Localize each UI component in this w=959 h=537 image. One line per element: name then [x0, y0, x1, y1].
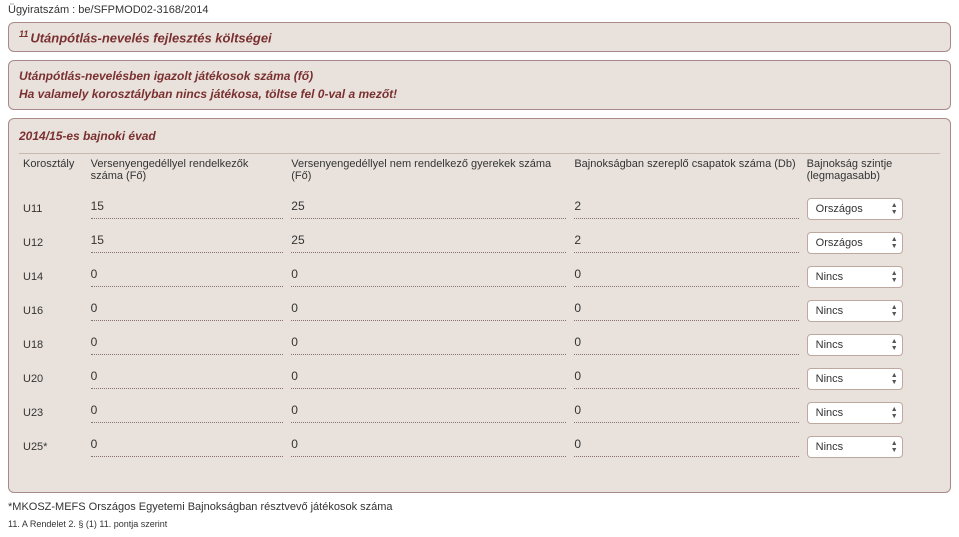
- level-select-value: Nincs: [816, 339, 844, 351]
- licensed-input[interactable]: 15: [91, 199, 284, 219]
- level-select[interactable]: Nincs ▲▼: [807, 436, 903, 458]
- unlicensed-input[interactable]: 0: [291, 369, 566, 389]
- level-select[interactable]: Nincs ▲▼: [807, 300, 903, 322]
- unlicensed-input[interactable]: 0: [291, 267, 566, 287]
- age-label: U25*: [19, 430, 87, 464]
- level-select-value: Nincs: [816, 271, 844, 283]
- level-select-value: Országos: [816, 203, 863, 215]
- chevron-up-down-icon: ▲▼: [891, 372, 898, 386]
- age-group-table: Korosztály Versenyengedéllyel rendelkező…: [19, 153, 940, 464]
- chevron-up-down-icon: ▲▼: [891, 406, 898, 420]
- licensed-input[interactable]: 15: [91, 233, 284, 253]
- unlicensed-input[interactable]: 0: [291, 301, 566, 321]
- col-age: Korosztály: [19, 154, 87, 193]
- unlicensed-input[interactable]: 25: [291, 233, 566, 253]
- chevron-up-down-icon: ▲▼: [891, 202, 898, 216]
- licensed-input[interactable]: 0: [91, 369, 284, 389]
- teams-input[interactable]: 0: [574, 267, 798, 287]
- footnote-2: 11. A Rendelet 2. § (1) 11. pontja szeri…: [8, 519, 951, 529]
- level-select-value: Nincs: [816, 373, 844, 385]
- level-select-value: Nincs: [816, 407, 844, 419]
- table-row: U23000Nincs▲▼: [19, 396, 940, 430]
- season-title: 2014/15-es bajnoki évad: [19, 129, 940, 143]
- level-select-value: Nincs: [816, 441, 844, 453]
- doc-number: Ügyiratszám : be/SFPMOD02-3168/2014: [8, 4, 951, 16]
- chevron-up-down-icon: ▲▼: [891, 236, 898, 250]
- licensed-input[interactable]: 0: [91, 403, 284, 423]
- main-box: 2014/15-es bajnoki évad Korosztály Verse…: [8, 118, 951, 493]
- info-box: Utánpótlás-nevelésben igazolt játékosok …: [8, 60, 951, 110]
- level-select-value: Országos: [816, 237, 863, 249]
- chevron-up-down-icon: ▲▼: [891, 440, 898, 454]
- teams-input[interactable]: 2: [574, 199, 798, 219]
- age-label: U16: [19, 294, 87, 328]
- table-row: U16000Nincs▲▼: [19, 294, 940, 328]
- table-row: U18000Nincs▲▼: [19, 328, 940, 362]
- chevron-up-down-icon: ▲▼: [891, 270, 898, 284]
- level-select[interactable]: Országos ▲▼: [807, 198, 903, 220]
- col-unlicensed: Versenyengedéllyel nem rendelkező gyerek…: [287, 154, 570, 193]
- chevron-up-down-icon: ▲▼: [891, 338, 898, 352]
- col-teams: Bajnokságban szereplő csapatok száma (Db…: [570, 154, 802, 193]
- unlicensed-input[interactable]: 0: [291, 403, 566, 423]
- table-row: U20000Nincs▲▼: [19, 362, 940, 396]
- level-select-value: Nincs: [816, 305, 844, 317]
- teams-input[interactable]: 0: [574, 369, 798, 389]
- section-title-box: 11Utánpótlás-nevelés fejlesztés költsége…: [8, 22, 951, 52]
- col-level: Bajnokság szintje (legmagasabb): [803, 154, 940, 193]
- level-select[interactable]: Nincs ▲▼: [807, 266, 903, 288]
- level-select[interactable]: Országos ▲▼: [807, 232, 903, 254]
- age-label: U12: [19, 226, 87, 260]
- licensed-input[interactable]: 0: [91, 335, 284, 355]
- age-label: U23: [19, 396, 87, 430]
- licensed-input[interactable]: 0: [91, 267, 284, 287]
- teams-input[interactable]: 0: [574, 437, 798, 457]
- unlicensed-input[interactable]: 0: [291, 437, 566, 457]
- chevron-up-down-icon: ▲▼: [891, 304, 898, 318]
- table-row: U1215 25 2 Országos ▲▼: [19, 226, 940, 260]
- teams-input[interactable]: 0: [574, 403, 798, 423]
- table-row: U1115 25 2 Országos ▲▼: [19, 192, 940, 226]
- unlicensed-input[interactable]: 25: [291, 199, 566, 219]
- section-title-text: Utánpótlás-nevelés fejlesztés költségei: [30, 30, 271, 45]
- licensed-input[interactable]: 0: [91, 301, 284, 321]
- level-select[interactable]: Nincs ▲▼: [807, 334, 903, 356]
- teams-input[interactable]: 0: [574, 301, 798, 321]
- age-label: U14: [19, 260, 87, 294]
- age-label: U18: [19, 328, 87, 362]
- col-licensed: Versenyengedéllyel rendelkezők száma (Fő…: [87, 154, 288, 193]
- table-row: U25*000Nincs▲▼: [19, 430, 940, 464]
- footnote-1: *MKOSZ-MEFS Országos Egyetemi Bajnokságb…: [8, 501, 951, 513]
- table-row: U14000Nincs▲▼: [19, 260, 940, 294]
- doc-number-label: Ügyiratszám :: [8, 4, 78, 16]
- teams-input[interactable]: 2: [574, 233, 798, 253]
- doc-number-value: be/SFPMOD02-3168/2014: [78, 4, 208, 16]
- info-line-1: Utánpótlás-nevelésben igazolt játékosok …: [19, 67, 940, 85]
- age-label: U11: [19, 192, 87, 226]
- unlicensed-input[interactable]: 0: [291, 335, 566, 355]
- section-title-sup: 11: [19, 29, 28, 39]
- teams-input[interactable]: 0: [574, 335, 798, 355]
- level-select[interactable]: Nincs ▲▼: [807, 368, 903, 390]
- level-select[interactable]: Nincs ▲▼: [807, 402, 903, 424]
- info-line-2: Ha valamely korosztályban nincs játékosa…: [19, 85, 940, 103]
- licensed-input[interactable]: 0: [91, 437, 284, 457]
- age-label: U20: [19, 362, 87, 396]
